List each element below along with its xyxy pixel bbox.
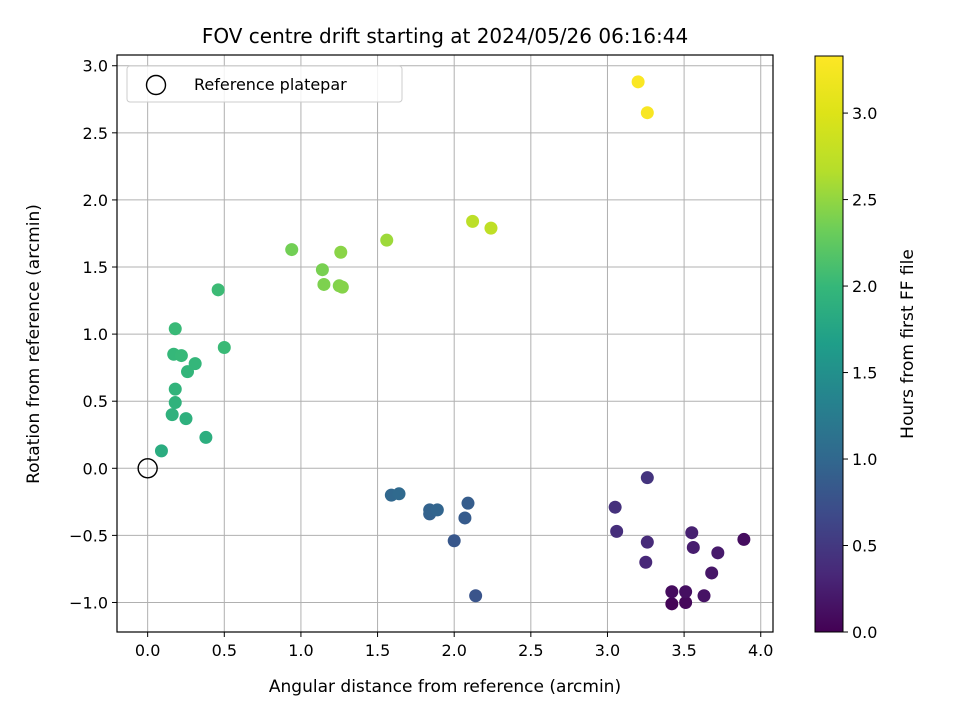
scatter-point (461, 496, 475, 510)
y-tick-label: 2.0 (83, 191, 108, 210)
scatter-point (639, 555, 653, 569)
y-tick-label: 2.5 (83, 124, 108, 143)
scatter-point (334, 245, 348, 259)
scatter-point (430, 503, 444, 517)
scatter-point (679, 585, 693, 599)
chart-title: FOV centre drift starting at 2024/05/26 … (202, 24, 688, 48)
scatter-point (315, 263, 329, 277)
scatter-point (697, 589, 711, 603)
scatter-point (317, 277, 331, 291)
colorbar-tick-label: 0.5 (852, 537, 877, 556)
y-tick-label: 0.5 (83, 392, 108, 411)
y-tick-label: 0.0 (83, 459, 108, 478)
scatter-point (484, 221, 498, 235)
x-tick-label: 2.5 (518, 641, 543, 660)
x-tick-label: 2.0 (441, 641, 466, 660)
scatter-point (737, 532, 751, 546)
x-tick-label: 3.5 (671, 641, 696, 660)
scatter-point (466, 214, 480, 228)
scatter-point (665, 597, 679, 611)
x-tick-label: 1.5 (365, 641, 390, 660)
scatter-point (179, 412, 193, 426)
colorbar-tick-label: 1.5 (852, 364, 877, 383)
scatter-point (380, 233, 394, 247)
scatter-point (165, 408, 179, 422)
reference-platepar-point (137, 458, 158, 479)
x-tick-label: 3.0 (595, 641, 620, 660)
scatter-point (608, 500, 622, 514)
x-tick-label: 1.0 (288, 641, 313, 660)
grid-lines (117, 55, 773, 632)
y-axis-label: Rotation from reference (arcmin) (24, 204, 44, 484)
scatter-point (640, 471, 654, 485)
plot-area-frame (116, 54, 774, 633)
y-tick-label: 1.5 (83, 258, 108, 277)
colorbar-tick-label: 0.0 (852, 623, 877, 642)
scatter-point (640, 535, 654, 549)
colorbar-gradient (814, 55, 844, 633)
colorbar-tick-label: 3.0 (852, 104, 877, 123)
y-tick-label: −1.0 (69, 593, 108, 612)
x-axis-label: Angular distance from reference (arcmin) (269, 677, 621, 697)
scatter-point (685, 526, 699, 540)
colorbar-tick-label: 2.0 (852, 277, 877, 296)
scatter-point (686, 540, 700, 554)
y-tick-label: −0.5 (69, 526, 108, 545)
scatter-point (168, 322, 182, 336)
legend: Reference platepar (126, 65, 403, 103)
colorbar-tick-label: 2.5 (852, 191, 877, 210)
y-axis-ticks: −1.0 −0.5 0.0 0.5 1.0 1.5 2.0 2.5 3.0 (69, 57, 117, 612)
scatter-point (458, 511, 472, 525)
scatter-point (392, 487, 406, 501)
colorbar: 0.0 0.5 1.0 1.5 2.0 2.5 3.0 Hours from first F… (814, 55, 918, 642)
colorbar-ticks: 0.0 0.5 1.0 1.5 2.0 2.5 3.0 (843, 104, 877, 642)
scatter-point (154, 444, 168, 458)
y-tick-label: 3.0 (83, 57, 108, 76)
legend-box (126, 65, 403, 103)
scatter-point (447, 534, 461, 548)
scatter-point (335, 280, 349, 294)
scatter-point (181, 365, 195, 379)
x-tick-label: 4.0 (748, 641, 773, 660)
scatter-point (469, 589, 483, 603)
x-axis-ticks: 0.0 0.5 1.0 1.5 2.0 2.5 3.0 3.5 4.0 (135, 632, 773, 660)
scatter-point (631, 75, 645, 89)
scatter-point (285, 243, 299, 257)
x-tick-label: 0.5 (212, 641, 237, 660)
scatter-point (168, 396, 182, 410)
x-tick-label: 0.0 (135, 641, 160, 660)
legend-reference-marker (145, 74, 167, 96)
colorbar-label: Hours from first FF file (898, 249, 918, 439)
legend-label: Reference platepar (194, 75, 347, 94)
scatter-point (705, 566, 719, 580)
scatter-point (188, 357, 202, 371)
scatter-point (640, 106, 654, 120)
scatter-point (679, 595, 693, 609)
scatter-point (665, 585, 679, 599)
scatter-point (610, 524, 624, 538)
scatter-point (211, 283, 225, 297)
scatter-point (199, 430, 213, 444)
y-tick-label: 1.0 (83, 325, 108, 344)
colorbar-tick-label: 1.0 (852, 450, 877, 469)
data-points (137, 75, 751, 611)
scatter-point (711, 546, 725, 560)
scatter-point (217, 341, 231, 355)
scatter-point (168, 382, 182, 396)
scatter-point (174, 349, 188, 363)
